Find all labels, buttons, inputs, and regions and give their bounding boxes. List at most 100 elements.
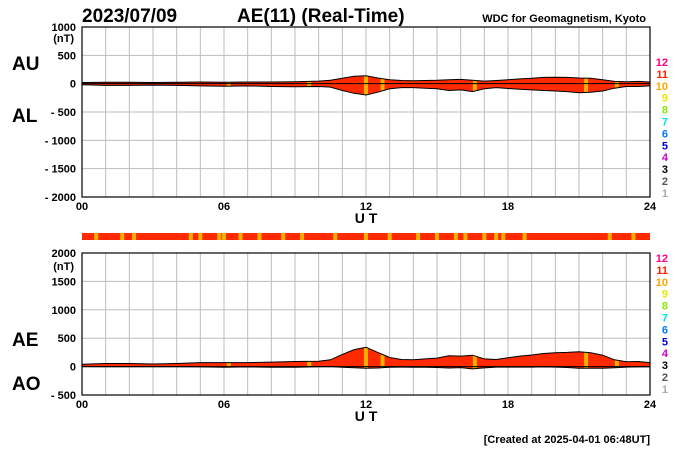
station-count-label: 10 <box>656 81 668 93</box>
flag-bar-mark <box>198 233 203 240</box>
y-tick-label: 500 <box>58 50 76 62</box>
station-count-label: 8 <box>662 301 668 313</box>
flag-bar-mark <box>238 233 243 240</box>
flag-bar-mark <box>607 233 612 240</box>
ae-label: AE <box>12 330 38 351</box>
station-count-label: 12 <box>656 253 668 265</box>
envelope-flag-mark <box>584 78 589 93</box>
station-count-label: 9 <box>662 93 668 105</box>
station-count-label: 5 <box>662 140 668 152</box>
flag-bar-mark <box>364 233 368 240</box>
envelope-flag-mark <box>472 355 477 369</box>
flag-bar-mark <box>217 233 222 240</box>
envelope-flag-mark <box>380 78 385 91</box>
flag-bar-mark <box>501 233 506 240</box>
y-tick-label: 1500 <box>52 276 76 288</box>
station-count-label: 9 <box>662 289 668 301</box>
flag-bar-mark <box>435 233 439 240</box>
data-flag-bar <box>82 233 650 240</box>
x-tick-label: 06 <box>218 201 230 213</box>
x-axis-label: U T <box>355 408 378 424</box>
station-count-label: 6 <box>662 128 668 140</box>
station-count-label: 3 <box>662 164 668 176</box>
flag-bar-mark <box>387 233 392 240</box>
envelope-flag-mark <box>584 352 589 369</box>
flag-bar-mark <box>300 233 305 240</box>
flag-bar-mark <box>482 233 487 240</box>
y-tick-label: - 1000 <box>45 135 76 147</box>
x-tick-label: 18 <box>502 399 514 411</box>
station-count-label: 4 <box>662 348 669 360</box>
flag-bar-mark <box>416 233 421 240</box>
envelope-flag-mark <box>614 360 619 368</box>
flag-bar-mark <box>631 233 636 240</box>
flag-bar-mark <box>453 233 458 240</box>
created-timestamp: [Created at 2025-04-01 06:48UT] <box>484 434 651 446</box>
envelope-flag-mark <box>226 362 231 368</box>
x-tick-label: 24 <box>644 201 657 213</box>
envelope-flag-mark <box>364 75 368 95</box>
station-count-label: 7 <box>662 313 668 325</box>
flag-bar-mark <box>333 233 338 240</box>
envelope-flag-mark <box>614 81 619 88</box>
flag-bar-mark <box>222 233 226 240</box>
y-tick-label: 500 <box>58 333 76 345</box>
y-tick-label: 2000 <box>52 248 76 260</box>
al-label: AL <box>12 106 38 127</box>
station-count-label: 12 <box>656 57 668 69</box>
station-count-label: 10 <box>656 277 668 289</box>
envelope-flag-mark <box>472 80 477 92</box>
ao-label: AO <box>12 374 41 395</box>
y-tick-label: - 500 <box>51 390 76 402</box>
y-tick-label: 0 <box>70 79 76 91</box>
station-count-label: 1 <box>662 384 668 396</box>
envelope-flag-mark <box>307 361 312 367</box>
y-tick-label: - 500 <box>51 107 76 119</box>
y-tick-label: - 1500 <box>45 164 76 176</box>
station-count-label: 5 <box>662 336 668 348</box>
au-label: AU <box>12 54 39 75</box>
plot-date: 2023/07/09 <box>82 6 177 27</box>
flag-bar-mark <box>132 233 137 240</box>
plot-frame <box>81 252 651 396</box>
y-tick-label: 1000 <box>52 22 76 34</box>
data-source: WDC for Geomagnetism, Kyoto <box>482 13 646 25</box>
flag-bar-mark <box>522 233 527 240</box>
flag-bar-mark <box>120 233 125 240</box>
station-count-label: 2 <box>662 372 668 384</box>
station-count-label: 3 <box>662 360 668 372</box>
unit-label-top: (nT) <box>53 33 74 45</box>
y-tick-label: 0 <box>70 362 76 374</box>
x-tick-label: 00 <box>76 201 88 213</box>
x-tick-label: 18 <box>502 201 514 213</box>
y-tick-label: 1000 <box>52 305 76 317</box>
series-line-ae <box>81 346 651 365</box>
series-line-al <box>81 84 651 96</box>
x-axis-label: U T <box>355 210 378 226</box>
x-tick-label: 24 <box>644 399 657 411</box>
au-al-panel: AU AL (nT) 1000 500 0 - 500 - 1000 - 1500 - 20… <box>12 22 657 226</box>
plot-title: AE(11) (Real-Time) <box>237 6 405 27</box>
station-count-label: 8 <box>662 105 668 117</box>
unit-label-bottom: (nT) <box>53 261 74 273</box>
flag-bar-mark <box>494 233 499 240</box>
x-tick-label: 00 <box>76 399 88 411</box>
x-tick-label: 06 <box>218 399 230 411</box>
flag-bar-mark <box>94 233 99 240</box>
station-count-label: 7 <box>662 117 668 129</box>
station-count-label: 11 <box>656 265 668 277</box>
flag-bar-mark <box>463 233 468 240</box>
station-count-label: 1 <box>662 188 668 200</box>
station-count-label: 11 <box>656 69 668 81</box>
station-count-label: 2 <box>662 176 668 188</box>
y-tick-label: - 2000 <box>45 192 76 204</box>
envelope-flag-mark <box>380 354 385 368</box>
x-tick-label: 12 <box>360 201 372 213</box>
flag-bar-mark <box>257 233 262 240</box>
flag-bar-mark <box>188 233 193 240</box>
station-count-label: 4 <box>662 152 669 164</box>
flag-bar-mark <box>281 233 286 240</box>
